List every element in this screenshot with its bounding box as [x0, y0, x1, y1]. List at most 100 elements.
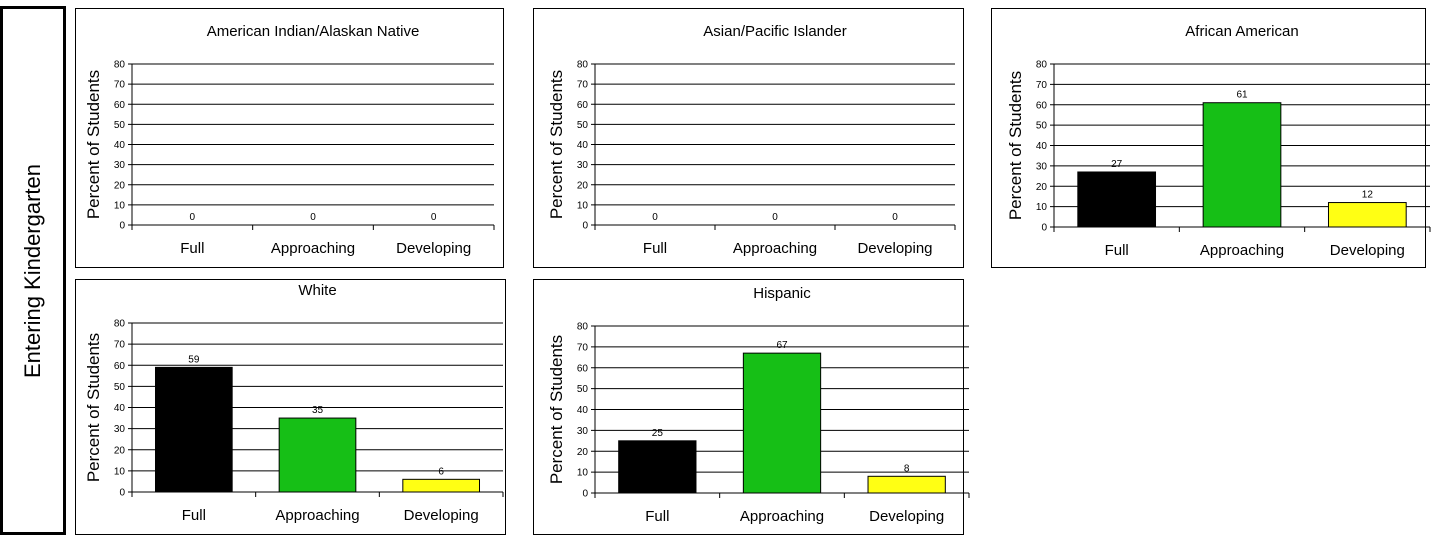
data-label: 0 — [892, 212, 898, 223]
y-tick-label: 60 — [114, 100, 126, 111]
data-label: 0 — [310, 212, 316, 223]
y-tick-label: 80 — [114, 60, 126, 71]
chart-title: Hispanic — [753, 285, 811, 302]
y-axis-label: Percent of Students — [547, 335, 566, 484]
chart-title: African American — [1185, 23, 1298, 40]
chart-white: White Percent of Students 0 10 20 30 40 50 60 70 8… — [75, 279, 506, 535]
y-tick-label: 60 — [114, 361, 126, 372]
y-tick-label: 10 — [114, 200, 126, 211]
category-label: Full — [180, 240, 204, 257]
bar-full — [154, 366, 233, 493]
y-tick-label: 50 — [577, 120, 589, 131]
y-tick-label: 0 — [582, 489, 588, 500]
chart-svg: White Percent of Students 0 10 20 30 40 50 60 70 8… — [84, 282, 504, 524]
chart-title: Asian/Pacific Islander — [703, 23, 846, 40]
data-label: 59 — [188, 354, 200, 365]
y-tick-label: 60 — [577, 100, 589, 111]
y-tick-label: 10 — [577, 200, 589, 211]
side-label: Entering Kindergarten — [20, 163, 45, 378]
category-label: Approaching — [275, 507, 359, 524]
y-tick-label: 40 — [577, 140, 589, 151]
data-label: 8 — [904, 463, 910, 474]
bar-developing — [867, 475, 946, 494]
y-tick-label: 80 — [577, 322, 589, 333]
y-tick-label: 40 — [114, 403, 126, 414]
bar-approaching — [278, 417, 357, 493]
y-axis-label: Percent of Students — [1006, 71, 1025, 220]
y-tick-label: 20 — [114, 445, 126, 456]
y-tick-label: 40 — [114, 140, 126, 151]
y-tick-label: 30 — [114, 424, 126, 435]
category-label: Full — [182, 507, 206, 524]
category-label: Approaching — [740, 508, 824, 525]
y-tick-label: 50 — [114, 382, 126, 393]
category-label: Developing — [869, 508, 944, 525]
y-tick-label: 60 — [1036, 100, 1048, 111]
y-tick-label: 30 — [114, 160, 126, 171]
y-tick-label: 0 — [119, 488, 125, 499]
category-label: Full — [645, 508, 669, 525]
chart-svg: Asian/Pacific Islander Percent of Student… — [547, 23, 956, 257]
chart-svg: American Indian/Alaskan Native Percent of… — [84, 23, 495, 257]
y-tick-label: 70 — [1036, 80, 1048, 91]
data-label: 12 — [1362, 190, 1374, 201]
data-label: 0 — [431, 212, 437, 223]
data-label: 0 — [652, 212, 658, 223]
bar-developing — [1327, 202, 1407, 228]
chart-hispanic: Hispanic Percent of Students 0 10 20 30 40 50 60… — [533, 279, 970, 535]
y-tick-label: 0 — [119, 221, 125, 232]
bar-full — [618, 440, 697, 494]
chart-svg: African American Percent of Students 0 10 20… — [1006, 23, 1431, 259]
y-tick-label: 70 — [114, 340, 126, 351]
y-tick-label: 80 — [577, 60, 589, 71]
category-label: Approaching — [271, 240, 355, 257]
chart-svg: Hispanic Percent of Students 0 10 20 30 40 50 60… — [547, 285, 970, 525]
data-label: 6 — [438, 466, 444, 477]
chart-american-indian: American Indian/Alaskan Native Percent of… — [75, 8, 504, 268]
y-axis-label: Percent of Students — [84, 70, 103, 219]
data-label: 25 — [652, 428, 664, 439]
y-tick-label: 40 — [1036, 141, 1048, 152]
y-tick-label: 10 — [1036, 202, 1048, 213]
y-tick-label: 20 — [577, 447, 589, 458]
y-tick-label: 30 — [577, 426, 589, 437]
category-label: Full — [643, 240, 667, 257]
side-label-box: Entering Kindergarten — [0, 6, 66, 535]
category-label: Developing — [404, 507, 479, 524]
data-label: 61 — [1236, 90, 1248, 101]
y-tick-label: 80 — [114, 319, 126, 330]
y-tick-label: 40 — [577, 405, 589, 416]
y-tick-label: 10 — [114, 466, 126, 477]
category-label: Developing — [857, 240, 932, 257]
y-tick-label: 50 — [1036, 121, 1048, 132]
data-label: 67 — [776, 340, 788, 351]
bar-full — [1077, 171, 1157, 228]
category-label: Developing — [1330, 242, 1405, 259]
y-tick-label: 50 — [114, 120, 126, 131]
y-tick-label: 50 — [577, 384, 589, 395]
y-tick-label: 0 — [582, 221, 588, 232]
y-tick-label: 30 — [1036, 161, 1048, 172]
chart-asian-pacific-islander: Asian/Pacific Islander Percent of Student… — [533, 8, 964, 268]
category-label: Approaching — [733, 240, 817, 257]
chart-title: White — [298, 282, 336, 299]
y-axis-label: Percent of Students — [547, 70, 566, 219]
category-label: Developing — [396, 240, 471, 257]
y-axis-label: Percent of Students — [84, 333, 103, 482]
data-label: 27 — [1111, 159, 1123, 170]
y-tick-label: 70 — [577, 342, 589, 353]
y-tick-label: 70 — [577, 80, 589, 91]
chart-title: American Indian/Alaskan Native — [207, 23, 420, 40]
bar-developing — [402, 478, 481, 493]
chart-african-american: African American Percent of Students 0 10 20… — [991, 8, 1431, 268]
y-tick-label: 20 — [1036, 182, 1048, 193]
category-label: Approaching — [1200, 242, 1284, 259]
y-tick-label: 80 — [1036, 60, 1048, 71]
y-tick-label: 70 — [114, 80, 126, 91]
bar-approaching — [1202, 102, 1282, 228]
y-tick-label: 60 — [577, 363, 589, 374]
data-label: 0 — [772, 212, 778, 223]
data-label: 35 — [312, 405, 324, 416]
y-tick-label: 0 — [1041, 223, 1047, 234]
y-tick-label: 20 — [114, 180, 126, 191]
